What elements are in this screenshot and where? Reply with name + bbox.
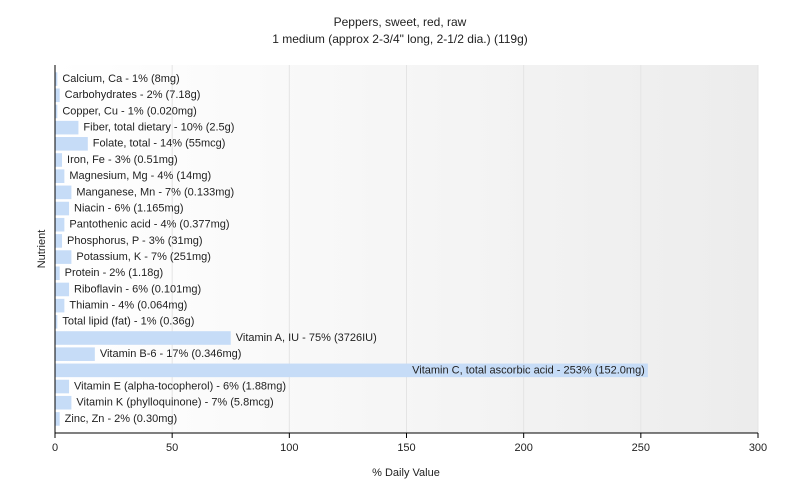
bar [55, 201, 70, 216]
bar-label: Pantothenic acid - 4% (0.377mg) [69, 219, 229, 231]
x-tick-label: 150 [397, 442, 415, 454]
x-tick-label: 300 [749, 442, 767, 454]
bar [55, 347, 95, 361]
bar-label: Calcium, Ca - 1% (8mg) [62, 73, 179, 85]
bar-label: Vitamin E (alpha-tocopherol) - 6% (1.88m… [74, 380, 286, 392]
bar [55, 379, 70, 394]
bar [55, 104, 58, 119]
x-tick-label: 100 [280, 442, 298, 454]
chart-subtitle: 1 medium (approx 2-3/4" long, 2-1/2 dia.… [272, 32, 528, 46]
bar-label: Niacin - 6% (1.165mg) [74, 202, 183, 214]
bar-label: Riboflavin - 6% (0.101mg) [74, 283, 201, 295]
bar [55, 363, 648, 378]
bar [55, 395, 72, 410]
x-tick-label: 200 [514, 442, 532, 454]
bar-label: Zinc, Zn - 2% (0.30mg) [65, 413, 177, 425]
bar [55, 298, 65, 313]
bar [55, 315, 58, 329]
bar [55, 137, 88, 151]
bar [55, 331, 231, 345]
x-tick-label: 0 [52, 442, 58, 454]
bar-label: Manganese, Mn - 7% (0.133mg) [76, 186, 234, 198]
x-tick-label: 250 [632, 442, 650, 454]
plot: Calcium, Ca - 1% (8mg) Carbohydrates - 2%… [54, 65, 759, 433]
bar [55, 153, 63, 167]
bar [55, 120, 79, 135]
bar-label: Vitamin C, total ascorbic acid - 253% (1… [412, 364, 645, 376]
bar-label: Thiamin - 4% (0.064mg) [69, 300, 187, 312]
x-axis-label: % Daily Value [372, 467, 440, 479]
chart-title: Peppers, sweet, red, raw [334, 15, 467, 29]
bar-label: Carbohydrates - 2% (7.18g) [65, 89, 201, 101]
bar [55, 72, 58, 86]
bar [55, 412, 60, 426]
bar-label: Protein - 2% (1.18g) [65, 267, 163, 279]
bar [55, 250, 72, 264]
bar [55, 266, 60, 281]
bar-label: Vitamin K (phylloquinone) - 7% (5.8mcg) [76, 397, 273, 409]
bar-label: Iron, Fe - 3% (0.51mg) [67, 154, 178, 166]
bar-label: Potassium, K - 7% (251mg) [76, 251, 211, 263]
bar [55, 282, 70, 297]
bar-label: Folate, total - 14% (55mcg) [93, 138, 226, 150]
bar-label: Vitamin B-6 - 17% (0.346mg) [100, 348, 242, 360]
bar [55, 234, 63, 248]
bar [55, 217, 65, 232]
bar-label: Total lipid (fat) - 1% (0.36g) [62, 316, 194, 328]
bar-label: Phosphorus, P - 3% (31mg) [67, 235, 203, 247]
bar [55, 88, 60, 103]
bar-label: Vitamin A, IU - 75% (3726IU) [236, 332, 377, 344]
y-axis-label: Nutrient [36, 230, 48, 269]
bar-label: Magnesium, Mg - 4% (14mg) [69, 170, 211, 182]
bar-label: Copper, Cu - 1% (0.020mg) [62, 105, 197, 117]
bar [55, 169, 65, 183]
x-tick-label: 50 [166, 442, 178, 454]
bar [55, 185, 72, 200]
bar-label: Fiber, total dietary - 10% (2.5g) [83, 122, 234, 134]
